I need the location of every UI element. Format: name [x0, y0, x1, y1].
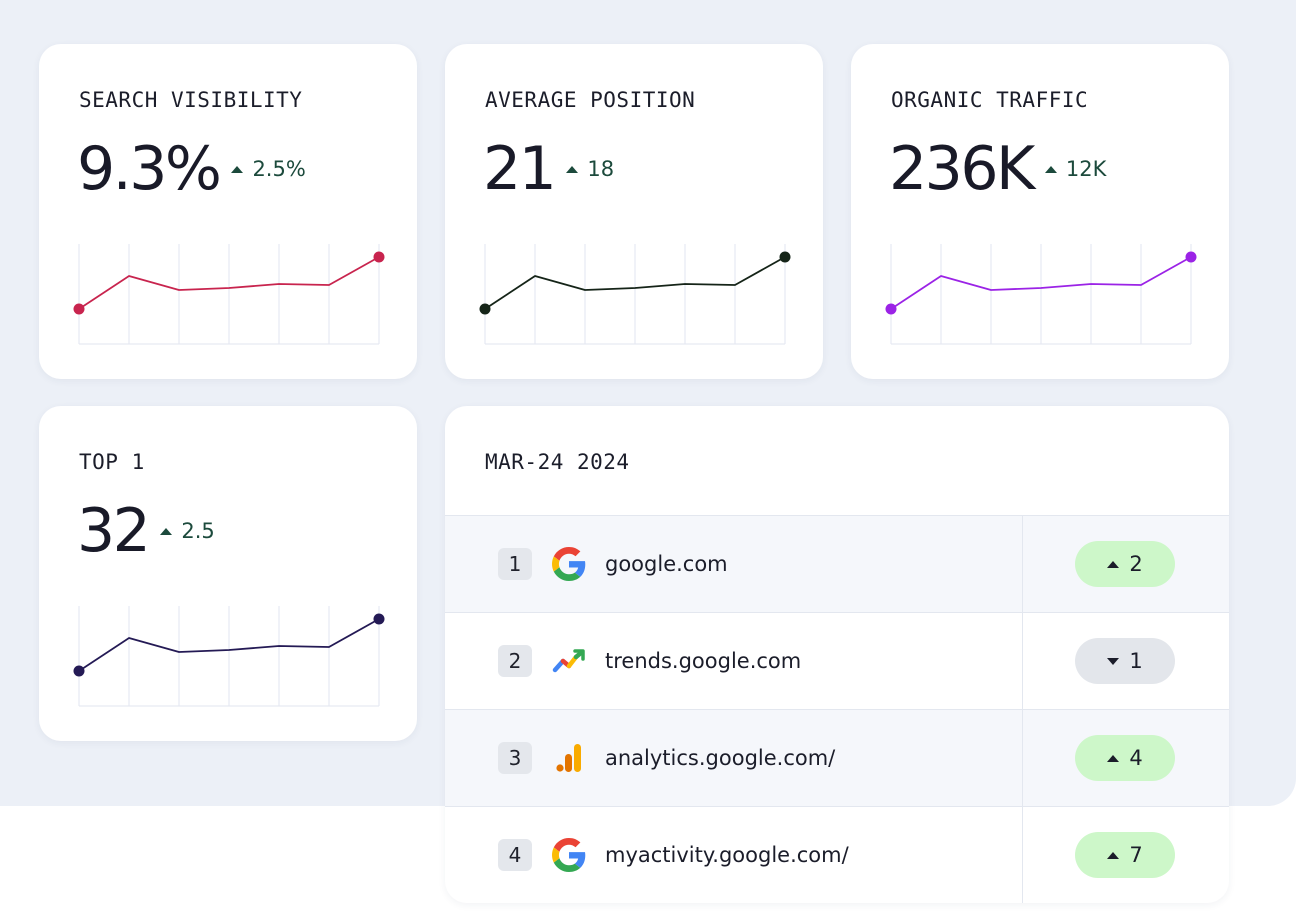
sparkline-start-point [885, 303, 897, 315]
rank-badge: 1 [498, 548, 532, 580]
change-badge: 4 [1075, 735, 1175, 781]
sparkline-end-point [373, 251, 385, 263]
ranking-row[interactable]: 1 google.com 2 [445, 515, 1229, 612]
domain-link[interactable]: trends.google.com [605, 649, 802, 673]
metric-delta-value: 18 [587, 157, 615, 181]
triangle-up-icon [566, 165, 579, 173]
triangle-up-icon [1107, 754, 1120, 762]
metric-delta: 2.5 [160, 519, 215, 543]
change-badge: 7 [1075, 832, 1175, 878]
change-badge: 2 [1075, 541, 1175, 587]
sparkline-chart [479, 244, 791, 345]
change-value: 7 [1129, 843, 1143, 867]
metric-value: 32 [77, 496, 151, 566]
triangle-up-icon [231, 165, 244, 173]
metric-title: TOP 1 [79, 450, 145, 474]
metric-value-row: 236K 12K [889, 134, 1106, 204]
table-date: MAR-24 2024 [485, 450, 630, 474]
ranking-row[interactable]: 3 analytics.google.com/ 4 [445, 709, 1229, 806]
sparkline-end-point [373, 613, 385, 625]
change-value: 4 [1129, 746, 1143, 770]
sparkline-series [78, 256, 380, 310]
column-divider [1022, 516, 1023, 612]
metric-delta: 12K [1044, 157, 1107, 181]
trends-icon [552, 649, 585, 673]
sparkline-start-point [73, 665, 85, 677]
metric-delta-value: 2.5 [181, 519, 215, 543]
search-visibility-card: SEARCH VISIBILITY 9.3% 2.5% [39, 44, 417, 379]
sparkline-series [484, 256, 786, 310]
organic-traffic-card: ORGANIC TRAFFIC 236K 12K [851, 44, 1229, 379]
metric-value: 21 [483, 134, 557, 204]
metric-value-row: 21 18 [483, 134, 614, 204]
rank-badge: 4 [498, 839, 532, 871]
sparkline-end-point [1185, 251, 1197, 263]
metric-value: 9.3% [77, 134, 222, 204]
metric-value: 236K [889, 134, 1035, 204]
sparkline-chart [885, 244, 1197, 345]
metric-title: AVERAGE POSITION [485, 88, 696, 112]
google-g-icon [552, 547, 586, 581]
metric-delta: 18 [566, 157, 614, 181]
triangle-up-icon [1107, 851, 1120, 859]
google-g-icon [552, 838, 586, 872]
column-divider [1022, 807, 1023, 903]
metric-value-row: 9.3% 2.5% [77, 134, 306, 204]
ranking-row[interactable]: 4 myactivity.google.com/ 7 [445, 806, 1229, 903]
sparkline-end-point [779, 251, 791, 263]
change-value: 2 [1129, 552, 1143, 576]
rank-badge: 2 [498, 645, 532, 677]
sparkline-start-point [73, 303, 85, 315]
ranking-table-card: MAR-24 2024 1 google.com 2 2 [445, 406, 1229, 903]
analytics-icon [556, 744, 581, 772]
metric-title: SEARCH VISIBILITY [79, 88, 303, 112]
change-value: 1 [1129, 649, 1143, 673]
triangle-down-icon [1107, 657, 1120, 665]
metric-title: ORGANIC TRAFFIC [891, 88, 1089, 112]
sparkline-series [78, 618, 380, 672]
triangle-up-icon [1107, 560, 1120, 568]
sparkline-chart [73, 244, 385, 345]
domain-link[interactable]: analytics.google.com/ [605, 746, 836, 770]
domain-link[interactable]: myactivity.google.com/ [605, 843, 849, 867]
column-divider [1022, 710, 1023, 806]
metric-value-row: 32 2.5 [77, 496, 215, 566]
average-position-card: AVERAGE POSITION 21 18 [445, 44, 823, 379]
sparkline-start-point [479, 303, 491, 315]
change-badge: 1 [1075, 638, 1175, 684]
top-1-card: TOP 1 32 2.5 [39, 406, 417, 741]
ranking-list: 1 google.com 2 2 trends. [445, 515, 1229, 903]
metric-delta: 2.5% [231, 157, 306, 181]
sparkline-chart [73, 606, 385, 707]
metric-delta-value: 2.5% [252, 157, 306, 181]
ranking-row[interactable]: 2 trends.google.com 1 [445, 612, 1229, 709]
triangle-up-icon [160, 527, 173, 535]
sparkline-series [890, 256, 1192, 310]
triangle-up-icon [1044, 165, 1057, 173]
rank-badge: 3 [498, 742, 532, 774]
column-divider [1022, 613, 1023, 709]
metric-delta-value: 12K [1065, 157, 1107, 181]
domain-link[interactable]: google.com [605, 552, 728, 576]
